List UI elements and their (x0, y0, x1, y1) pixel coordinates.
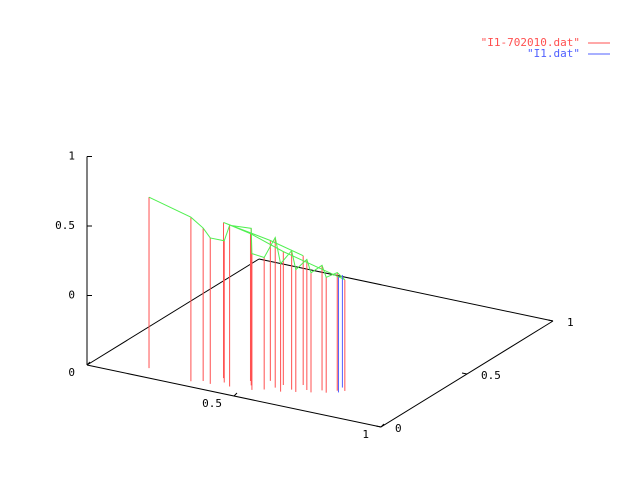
x-tick-label: 0 (68, 366, 75, 379)
z-tick-label: 1 (68, 150, 75, 163)
z-tick-label: 0 (68, 289, 75, 302)
y-tick (547, 319, 554, 322)
x-tick (233, 392, 238, 397)
axis-line (86, 258, 260, 366)
y-tick-label: 0 (395, 422, 402, 435)
x-tick (380, 423, 385, 428)
y-tick (375, 425, 382, 428)
axis-line (258, 258, 554, 322)
x-tick (86, 361, 91, 366)
y-tick-label: 0.5 (481, 369, 501, 382)
x-tick-label: 0.5 (202, 397, 222, 410)
legend-label: "I1.dat" (527, 47, 580, 60)
z-tick-label: 0.5 (55, 219, 75, 232)
y-tick-label: 1 (567, 316, 574, 329)
x-tick-label: 1 (362, 428, 369, 441)
legend-label: "I1-702010.dat" (481, 36, 580, 49)
connecting-line (148, 196, 346, 281)
y-tick (461, 372, 468, 375)
